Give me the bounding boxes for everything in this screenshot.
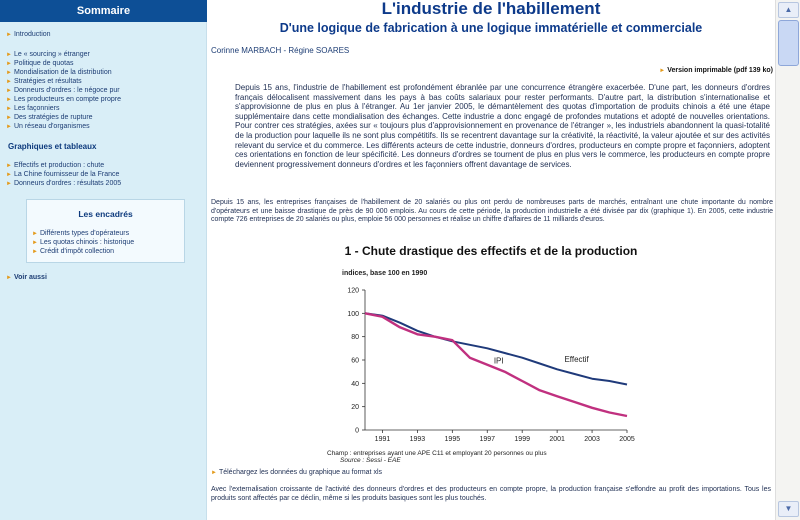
sidebar-graph-chine[interactable]: ► La Chine fournisseur de la France xyxy=(6,170,119,180)
arrow-right-icon: ► xyxy=(6,61,12,67)
scroll-down-button[interactable]: ▼ xyxy=(778,501,799,517)
arrow-right-icon: ► xyxy=(6,32,12,38)
sidebar-item-negoce[interactable]: ► Donneurs d'ordres : le négoce pur xyxy=(6,86,120,96)
chart-title: 1 - Chute drastique des effectifs et de … xyxy=(344,244,638,258)
arrow-right-icon: ► xyxy=(32,240,38,246)
arrow-right-icon: ► xyxy=(6,172,12,178)
sidebar-item-rupture[interactable]: ► Des stratégies de rupture xyxy=(6,113,93,123)
x-tick-label: 2003 xyxy=(584,436,600,443)
arrow-right-icon: ► xyxy=(6,115,12,121)
arrow-right-icon: ► xyxy=(659,68,666,74)
sidebar-item-label: Les façonniers xyxy=(13,105,60,112)
arrow-right-icon: ► xyxy=(6,124,12,130)
y-tick-label: 100 xyxy=(347,311,359,318)
chart-subtitle: indices, base 100 en 1990 xyxy=(342,270,428,277)
y-tick-label: 40 xyxy=(351,381,359,388)
encadre-item-credit[interactable]: ► Crédit d'impôt collection xyxy=(32,247,114,257)
encadres-title: Les encadrés xyxy=(78,209,133,219)
see-also-link[interactable]: ► Voir aussi xyxy=(6,273,47,283)
sidebar-item-label: Stratégies et résultats xyxy=(13,78,82,85)
x-tick-label: 1999 xyxy=(514,436,530,443)
sidebar-item-sourcing[interactable]: ► Le « sourcing » étranger xyxy=(6,50,90,60)
series-label: IPI xyxy=(494,357,504,366)
download-xls-link[interactable]: ► Téléchargez les données du graphique au… xyxy=(211,469,382,476)
sidebar-item-label: Donneurs d'ordres : le négoce pur xyxy=(13,87,120,94)
page-subtitle: D'une logique de fabrication à une logiq… xyxy=(279,21,703,35)
series-label: Effectif xyxy=(564,355,589,364)
x-tick-label: 2001 xyxy=(549,436,565,443)
vertical-scrollbar[interactable]: ▲ ▼ xyxy=(775,0,800,520)
x-tick-label: 1993 xyxy=(410,436,426,443)
sidebar-item-label: Introduction xyxy=(13,31,51,38)
arrow-right-icon: ► xyxy=(6,70,12,76)
sidebar-graph-effectifs[interactable]: ► Effectifs et production : chute xyxy=(6,161,104,171)
sidebar-graph-donneurs[interactable]: ► Donneurs d'ordres : résultats 2005 xyxy=(6,179,121,189)
scroll-up-button[interactable]: ▲ xyxy=(778,2,799,18)
authors: Corinne MARBACH - Régine SOARES xyxy=(211,46,350,55)
encadre-item-operateurs[interactable]: ► Différents types d'opérateurs xyxy=(32,229,129,239)
encadre-item-quotas[interactable]: ► Les quotas chinois : historique xyxy=(32,238,134,248)
sidebar-item-strategies[interactable]: ► Stratégies et résultats xyxy=(6,77,82,87)
arrow-right-icon: ► xyxy=(6,181,12,187)
sidebar-item-label: Donneurs d'ordres : résultats 2005 xyxy=(13,180,122,187)
chart-note: Champ : entreprises ayant une APE C11 et… xyxy=(327,450,547,457)
sidebar-item-producteurs[interactable]: ► Les producteurs en compte propre xyxy=(6,95,121,105)
encadres-box: Les encadrés ► Différents types d'opérate… xyxy=(26,199,185,263)
sidebar-item-faconniers[interactable]: ► Les façonniers xyxy=(6,104,59,114)
x-tick-label: 1997 xyxy=(479,436,495,443)
sidebar-item-label: Des stratégies de rupture xyxy=(13,114,93,121)
main-content: L'industrie de l'habillement D'une logiq… xyxy=(207,0,775,520)
y-tick-label: 120 xyxy=(347,288,359,295)
arrow-right-icon: ► xyxy=(6,163,12,169)
encadre-item-label: Les quotas chinois : historique xyxy=(39,239,135,246)
arrow-right-icon: ► xyxy=(32,231,38,237)
sidebar-item-label: Mondialisation de la distribution xyxy=(13,69,112,76)
chart-source: Source : Sessi - EAE xyxy=(340,457,401,464)
line-chart: 0 20 40 60 80 100 120 1991 1993 1995 1997 1999 2001 2… xyxy=(347,288,635,444)
sidebar-item-label: Le « sourcing » étranger xyxy=(13,51,90,58)
printable-version-link[interactable]: ► Version imprimable (pdf 139 ko) xyxy=(659,67,773,74)
x-tick-label: 1995 xyxy=(445,436,461,443)
intro-paragraph: Depuis 15 ans, l'industrie de l'habillem… xyxy=(235,83,770,169)
sidebar-item-label: Effectifs et production : chute xyxy=(13,162,105,169)
encadre-item-label: Crédit d'impôt collection xyxy=(39,248,115,255)
sidebar-item-quotas[interactable]: ► Politique de quotas xyxy=(6,59,74,69)
see-also-label: Voir aussi xyxy=(13,274,47,281)
series-line-ipi xyxy=(364,312,628,418)
sidebar: Sommaire ► Introduction ► Le « sourcing » … xyxy=(0,0,207,520)
arrow-right-icon: ► xyxy=(6,79,12,85)
x-tick-label: 1991 xyxy=(375,436,391,443)
page-title: L'industrie de l'habillement xyxy=(381,0,601,18)
sidebar-item-label: Politique de quotas xyxy=(13,60,74,67)
arrow-right-icon: ► xyxy=(6,97,12,103)
sidebar-item-reseau[interactable]: ► Un réseau d'organismes xyxy=(6,122,90,132)
arrow-right-icon: ► xyxy=(6,52,12,58)
graphs-section-title: Graphiques et tableaux xyxy=(8,142,97,151)
sidebar-item-label: Un réseau d'organismes xyxy=(13,123,90,130)
arrow-right-icon: ► xyxy=(6,275,12,281)
y-tick-label: 60 xyxy=(351,358,359,365)
sidebar-item-introduction[interactable]: ► Introduction xyxy=(6,30,51,40)
download-label: Téléchargez les données du graphique au … xyxy=(218,469,382,476)
y-tick-label: 20 xyxy=(351,404,359,411)
y-tick-label: 0 xyxy=(355,428,359,435)
arrow-right-icon: ► xyxy=(211,470,217,476)
sidebar-item-mondialisation[interactable]: ► Mondialisation de la distribution xyxy=(6,68,112,78)
printable-label: Version imprimable (pdf 139 ko) xyxy=(667,67,773,74)
sidebar-header: Sommaire xyxy=(0,0,207,22)
y-tick-label: 80 xyxy=(351,334,359,341)
series-line-effectif xyxy=(364,312,628,386)
sidebar-item-label: Les producteurs en compte propre xyxy=(13,96,121,103)
body-paragraph-2: Avec l'externalisation croissante de l'a… xyxy=(211,486,771,502)
sidebar-item-label: La Chine fournisseur de la France xyxy=(13,171,120,178)
arrow-right-icon: ► xyxy=(6,106,12,112)
body-paragraph-1: Depuis 15 ans, les entreprises française… xyxy=(211,199,773,224)
arrow-right-icon: ► xyxy=(6,88,12,94)
encadre-item-label: Différents types d'opérateurs xyxy=(39,230,130,237)
scroll-thumb[interactable] xyxy=(778,20,799,66)
arrow-right-icon: ► xyxy=(32,249,38,255)
x-tick-label: 2005 xyxy=(619,436,635,443)
